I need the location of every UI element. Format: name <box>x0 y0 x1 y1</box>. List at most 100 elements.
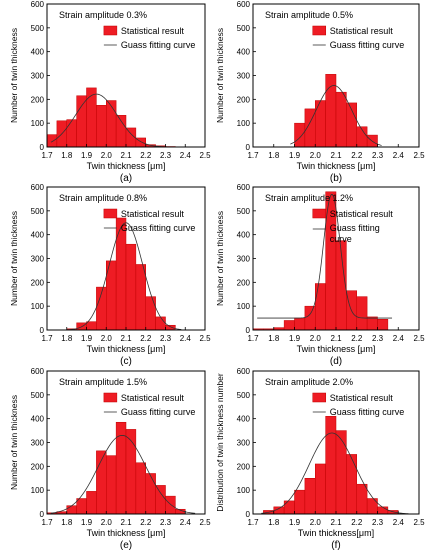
x-tick-label: 2.0 <box>310 334 322 343</box>
y-tick-label: 400 <box>237 48 251 57</box>
histogram-bar <box>356 483 368 515</box>
x-tick-label: 1.7 <box>247 334 259 343</box>
histogram-bar <box>145 473 156 515</box>
panel-label: (a) <box>120 173 132 184</box>
x-tick-label: 1.9 <box>81 334 93 343</box>
chart-panel: 1.7 1.8 1.9 2.0 2.1 2.2 2.3 2.4 2.5 0 100 200 300 400… <box>215 367 425 550</box>
histogram-bar <box>165 495 176 515</box>
y-tick-label: 200 <box>31 95 45 104</box>
legend-label: Statistical result <box>330 26 394 36</box>
y-axis-label: Number of twin thickness <box>215 28 225 123</box>
gauss-fit-curve <box>50 93 182 148</box>
panel-label: (d) <box>330 356 342 367</box>
y-tick-label: 200 <box>31 278 45 287</box>
legend-bar-swatch <box>312 392 327 403</box>
histogram-bar <box>304 478 316 515</box>
histogram-bar <box>304 305 316 331</box>
x-tick-label: 2.3 <box>372 334 384 343</box>
x-tick-label: 2.3 <box>160 151 172 160</box>
x-tick-label: 2.5 <box>413 518 425 527</box>
y-tick-label: 600 <box>237 367 251 376</box>
x-tick-label: 1.8 <box>61 334 73 343</box>
chart-panel: 1.7 1.8 1.9 2.0 2.1 2.2 2.3 2.4 2.5 0 100 200 300 400… <box>9 0 211 184</box>
x-tick-label: 2.2 <box>351 334 363 343</box>
histogram-bar <box>294 122 306 148</box>
y-tick-label: 600 <box>237 183 251 192</box>
legend-label: Statistical result <box>330 209 394 219</box>
histogram-bar <box>315 100 326 148</box>
x-tick-label: 1.8 <box>61 151 73 160</box>
y-tick-label: 300 <box>237 72 251 81</box>
histogram-bar <box>165 324 176 331</box>
y-tick-label: 200 <box>237 95 251 104</box>
y-axis-label: Number of twin thickness <box>9 395 19 490</box>
y-tick-label: 400 <box>237 415 251 424</box>
histogram-bar <box>125 243 137 331</box>
y-tick-label: 600 <box>31 183 45 192</box>
x-tick-label: 1.8 <box>61 518 73 527</box>
x-tick-label: 2.1 <box>330 518 342 527</box>
panel-label: (f) <box>331 540 340 550</box>
histogram-bar <box>377 319 389 331</box>
x-tick-label: 1.7 <box>247 151 259 160</box>
histogram-bar <box>115 115 127 148</box>
x-tick-label: 1.7 <box>41 518 53 527</box>
y-tick-label: 500 <box>31 24 45 33</box>
chart-panel: 1.7 1.8 1.9 2.0 2.1 2.2 2.3 2.4 2.5 0 100 200 300 400… <box>9 183 211 367</box>
histogram-bar <box>135 264 147 331</box>
legend-label: Guass fitting curve <box>121 223 196 233</box>
y-tick-label: 100 <box>237 486 251 495</box>
x-tick-label: 2.5 <box>413 151 425 160</box>
legend-bar-swatch <box>312 208 327 219</box>
y-tick-label: 500 <box>237 391 251 400</box>
x-tick-label: 1.9 <box>289 334 301 343</box>
x-tick-label: 2.1 <box>120 518 132 527</box>
x-axis-label: Twin thickness [μm] <box>297 161 376 171</box>
x-tick-label: 2.2 <box>351 151 363 160</box>
histogram-bar <box>335 91 347 148</box>
y-tick-label: 0 <box>40 143 45 152</box>
histogram-bar <box>315 463 326 515</box>
y-axis-label: Number of twin thickness <box>9 211 19 306</box>
x-tick-label: 1.8 <box>268 518 280 527</box>
y-axis-label: Distribution of twin thickness number <box>215 373 225 512</box>
histogram-bar <box>155 485 166 515</box>
y-tick-label: 300 <box>31 255 45 264</box>
chart-panels: 1.7 1.8 1.9 2.0 2.1 2.2 2.3 2.4 2.5 0 100 200 300 400… <box>9 0 425 550</box>
y-axis-label: Number of twin thickness <box>9 28 19 123</box>
y-tick-label: 300 <box>237 439 251 448</box>
gauss-fit-curve <box>50 434 196 514</box>
histogram-bar <box>86 87 97 148</box>
y-tick-label: 0 <box>246 326 251 335</box>
gauss-fit-curve <box>261 432 409 515</box>
y-tick-label: 500 <box>31 391 45 400</box>
x-tick-label: 2.5 <box>199 518 211 527</box>
x-tick-label: 2.4 <box>393 151 405 160</box>
x-tick-label: 2.5 <box>199 151 211 160</box>
x-tick-label: 1.7 <box>247 518 259 527</box>
strain-amplitude-annotation: Strain amplitude 0.8% <box>59 193 147 203</box>
histogram-bar <box>106 455 117 515</box>
histogram-bar <box>283 500 295 515</box>
histogram-bar <box>66 505 77 515</box>
legend-label: Guass fitting curve <box>121 40 196 50</box>
strain-amplitude-annotation: Strain amplitude 0.3% <box>59 10 147 20</box>
x-tick-label: 2.4 <box>180 518 192 527</box>
x-tick-label: 1.9 <box>289 151 301 160</box>
x-tick-label: 2.1 <box>120 334 132 343</box>
histogram-bar <box>346 454 358 515</box>
histogram-bar <box>86 321 97 331</box>
histogram-bar <box>76 498 87 515</box>
histogram-bar <box>356 296 368 331</box>
legend-bar-swatch <box>103 208 118 219</box>
x-tick-label: 2.3 <box>160 518 172 527</box>
histogram-bar <box>96 105 107 148</box>
histogram-bar <box>294 489 306 515</box>
legend-label: Statistical result <box>121 393 185 403</box>
histogram-bar <box>46 134 58 148</box>
y-tick-label: 500 <box>237 207 251 216</box>
histogram-bar <box>86 491 97 515</box>
y-axis-label: Number of twin thickness <box>215 211 225 306</box>
y-tick-label: 600 <box>31 0 45 9</box>
x-tick-label: 2.2 <box>351 518 363 527</box>
